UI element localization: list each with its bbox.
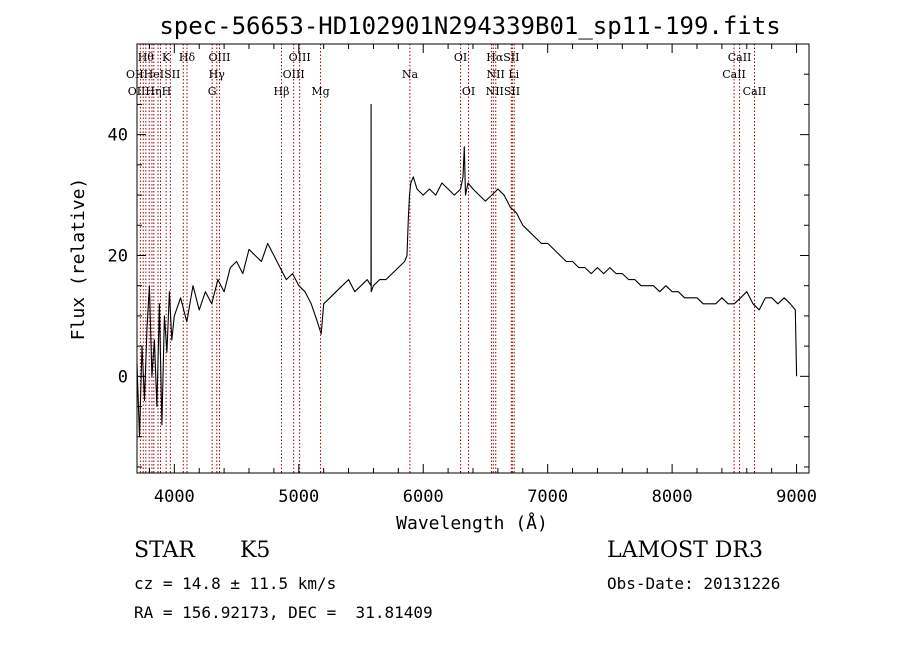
marker-label: NIISII [486, 85, 521, 98]
marker-label: Hβ [274, 85, 290, 98]
plot-frame [136, 43, 810, 474]
marker-label: CaII [728, 51, 752, 64]
survey-name: LAMOST DR3 [607, 538, 763, 563]
marker-labels: Hθ K Hδ OIII OIII OI HαSII CaII OIIHeISII Hγ OIII N… [126, 51, 766, 98]
marker-label: OI [462, 85, 475, 98]
x-tick-label: 9000 [776, 487, 817, 507]
redshift-readout: cz = 14.8 ± 11.5 km/s [134, 574, 337, 593]
x-tick-label: 8000 [652, 487, 693, 507]
marker-label: CaII [722, 68, 746, 81]
coordinates: RA = 156.92173, DEC = 31.81409 [134, 603, 433, 622]
x-tick-label: 7000 [527, 487, 568, 507]
marker-label: OIII [283, 68, 305, 81]
x-axis-label: Wavelength (Å) [396, 512, 548, 534]
marker-label: NII Li [487, 68, 520, 81]
x-tick-label: 4000 [154, 487, 195, 507]
marker-label: OIIHηH [128, 85, 171, 98]
x-tick-label: 5000 [278, 487, 319, 507]
chart-title: spec-56653-HD102901N294339B01_sp11-199.f… [159, 12, 780, 40]
marker-label: Hθ [138, 51, 155, 64]
object-class: STAR [134, 538, 195, 563]
obs-date: Obs-Date: 20131226 [607, 574, 781, 593]
y-axis-label: Flux (relative) [68, 178, 89, 341]
y-tick-label: 20 [108, 246, 128, 266]
marker-lines [139, 44, 755, 473]
marker-label: G [208, 85, 217, 98]
object-subclass: K5 [240, 538, 271, 563]
axis-ticks: 4000 5000 6000 7000 8000 9000 0 20 40 [108, 43, 817, 507]
marker-label: Hγ [209, 68, 226, 81]
y-tick-label: 40 [108, 126, 128, 146]
series-group [136, 103, 798, 438]
spectrum-line [136, 103, 798, 438]
marker-label: K [162, 51, 171, 64]
marker-label: OIII [289, 51, 311, 64]
marker-label: Mg [311, 85, 329, 98]
marker-label: HαSII [486, 51, 519, 64]
marker-label: OIIHeISII [126, 68, 180, 81]
x-tick-label: 6000 [403, 487, 444, 507]
marker-label: CaII [743, 85, 767, 98]
marker-label: OIII [208, 51, 230, 64]
marker-label: OI [454, 51, 467, 64]
y-tick-label: 0 [118, 367, 128, 387]
marker-label: Na [402, 68, 419, 81]
marker-label: Hδ [179, 51, 196, 64]
